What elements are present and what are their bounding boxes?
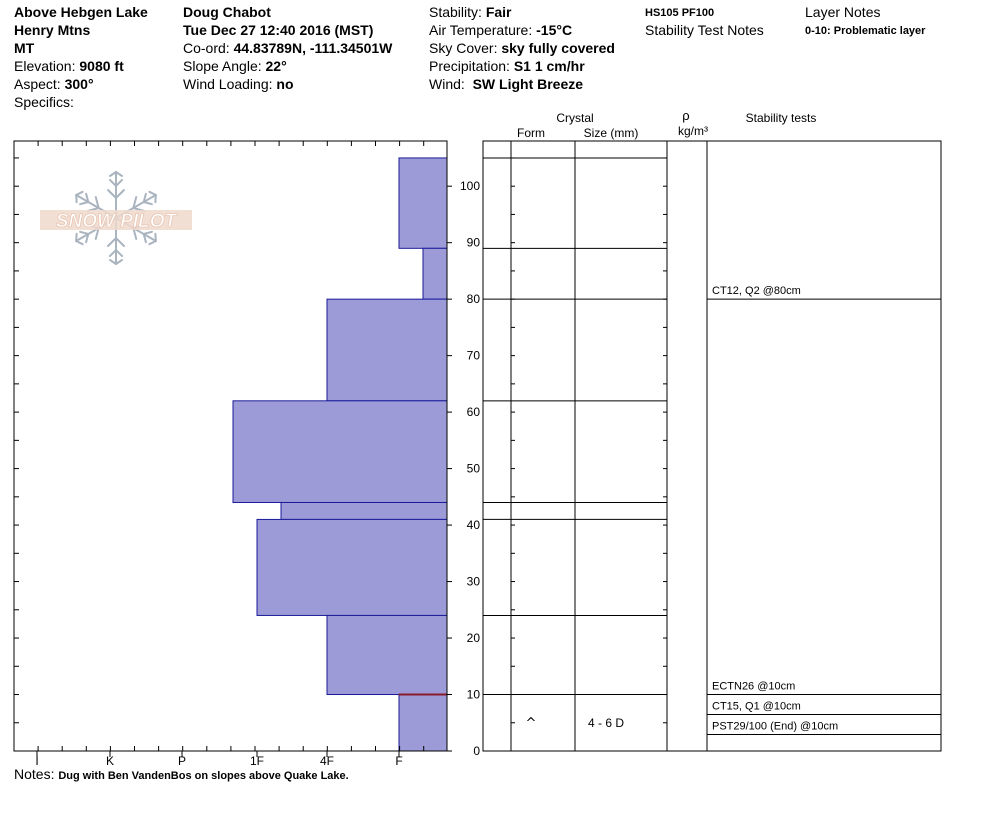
size-header: Size (mm) — [584, 126, 639, 140]
snowflake-icon — [71, 170, 161, 265]
hardness-layer-bar — [326, 298, 448, 402]
depth-tick-label: 40 — [467, 518, 481, 532]
logo-text: SNOW PILOT — [56, 211, 178, 232]
depth-tick-label: 70 — [467, 349, 481, 363]
stability-test-result: PST29/100 (End) @10cm — [712, 721, 838, 733]
air-temperature: Air Temperature: -15°C — [429, 22, 573, 38]
depth-tick-label: 10 — [467, 688, 481, 702]
hardness-bars — [232, 157, 448, 752]
stability-test-result: CT15, Q1 @10cm — [712, 701, 801, 713]
state-name: MT — [14, 40, 35, 56]
hardness-tick-label: I — [35, 754, 38, 768]
hardness-layer-bar — [232, 400, 448, 503]
depth-axis: 0 10 20 30 40 50 60 70 80 90 100 — [447, 179, 480, 758]
location-name: Above Hebgen Lake — [14, 4, 148, 20]
range-name: Henry Mtns — [14, 22, 91, 38]
elevation: Elevation: 9080 ft — [14, 58, 124, 74]
slope-angle: Slope Angle: 22° — [183, 58, 287, 74]
coordinates: Co-ord: 44.83789N, -111.34501W — [183, 40, 393, 56]
hardness-tick-label: 4F — [320, 754, 334, 768]
observer-name: Doug Chabot — [183, 4, 271, 20]
stability-rating: Stability: Fair — [429, 4, 512, 20]
depth-tick-label: 30 — [467, 575, 481, 589]
hardness-tick-label: 1F — [250, 754, 264, 768]
observation-datetime: Tue Dec 27 12:40 2016 (MST) — [183, 22, 374, 38]
aspect: Aspect: 300° — [14, 76, 94, 92]
density-symbol: ρ — [682, 108, 689, 123]
depth-tick-label: 100 — [460, 179, 480, 193]
crystal-size: 4 - 6 D — [588, 716, 624, 730]
hardness-tick-label: F — [395, 754, 402, 768]
depth-tick-label: 20 — [467, 631, 481, 645]
hardness-tick-label: K — [106, 754, 114, 768]
table-frame — [482, 140, 942, 752]
logo-band — [40, 210, 192, 230]
hardness-layer-bar — [280, 501, 448, 520]
depth-tick-label: 50 — [467, 462, 481, 476]
hardness-layer-bar — [256, 518, 448, 616]
precipitation: Precipitation: S1 1 cm/hr — [429, 58, 585, 74]
hardness-layer-bar — [326, 614, 448, 696]
hardness-tick-label: P — [178, 754, 186, 768]
wind: Wind: SW Light Breeze — [429, 76, 584, 92]
specifics: Specifics: — [14, 94, 74, 110]
layer-note: 0-10: Problematic layer — [805, 25, 926, 37]
depth-tick-label: 0 — [473, 744, 480, 758]
form-header: Form — [517, 126, 545, 140]
crystal-table: ^ 4 - 6 D — [482, 140, 942, 752]
hardness-layer-bar — [398, 157, 448, 249]
depth-tick-label: 90 — [467, 236, 481, 250]
stability-tests-header: Stability tests — [746, 111, 817, 125]
stability-test-result: CT12, Q2 @80cm — [712, 285, 801, 297]
layer-notes-heading: Layer Notes — [805, 4, 881, 20]
hardness-layer-bar — [422, 247, 448, 300]
hardness-layer-bar — [398, 694, 448, 752]
hardness-axis-ticks: I K P 1F 4F F — [13, 141, 425, 768]
depth-tick-label: 80 — [467, 292, 481, 306]
stability-test-result: ECTN26 @10cm — [712, 681, 795, 693]
crystal-header: Crystal — [556, 111, 593, 125]
depth-tick-label: 60 — [467, 405, 481, 419]
crystal-form-symbol: ^ — [526, 716, 537, 731]
density-unit: kg/m³ — [678, 124, 708, 138]
sky-cover: Sky Cover: sky fully covered — [429, 40, 615, 56]
stability-tests-list: CT12, Q2 @80cm ECTN26 @10cm CT15, Q1 @10cm… — [707, 285, 941, 736]
stability-test-notes-heading: Stability Test Notes — [645, 22, 764, 38]
wind-loading: Wind Loading: no — [183, 76, 294, 92]
hs-pf: HS105 PF100 — [645, 7, 715, 19]
notes: Notes: Dug with Ben VandenBos on slopes … — [14, 766, 349, 782]
snowpilot-logo: SNOW PILOT — [40, 170, 192, 265]
